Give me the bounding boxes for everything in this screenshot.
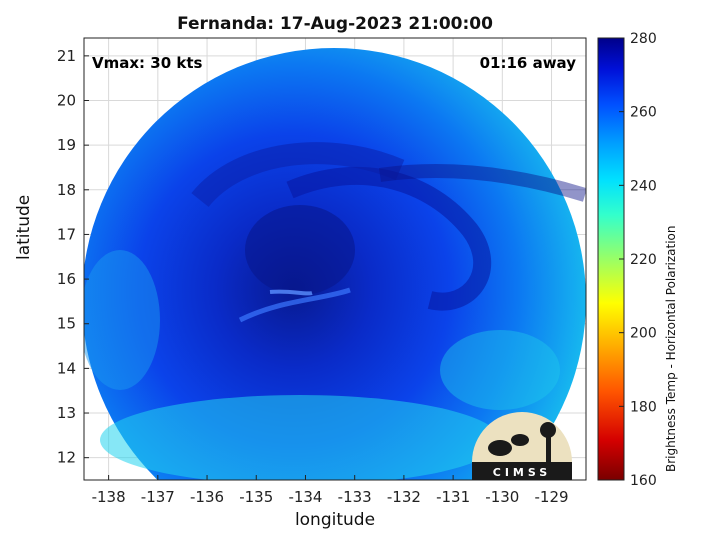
x-axis-label: longitude [294, 510, 376, 530]
x-tick-label: -133 [338, 488, 372, 506]
x-tick-label: -134 [288, 488, 322, 506]
colorbar-tick-label: 180 [630, 399, 657, 415]
y-tick-label: 13 [57, 404, 76, 422]
spiral-band [379, 164, 586, 202]
vmax-annotation: Vmax: 30 kts [92, 54, 202, 72]
spiral-band [286, 166, 492, 311]
x-tick-label: -138 [92, 488, 126, 506]
x-tick-label: -130 [485, 488, 519, 506]
logo-text: CIMSS [493, 466, 551, 479]
warm-region [440, 330, 560, 410]
y-tick-label: 17 [57, 225, 76, 243]
x-tick-label: -135 [239, 488, 273, 506]
colorbar-tick-label: 160 [630, 473, 657, 489]
storm-core [245, 205, 355, 295]
y-ticks: 21 20 19 18 17 16 15 14 13 12 [57, 47, 89, 467]
warm-region [100, 395, 500, 480]
axes-frame [83, 37, 587, 481]
eye-feature [238, 287, 351, 323]
x-tick-label: -132 [387, 488, 421, 506]
tower-icon [540, 422, 556, 438]
y-tick-label: 18 [57, 181, 76, 199]
x-tick-label: -131 [436, 488, 470, 506]
colorbar-ticks: 280 260 240 220 200 180 160 [619, 31, 657, 489]
y-tick-label: 12 [57, 449, 76, 467]
y-tick-label: 20 [57, 92, 76, 110]
y-tick-label: 15 [57, 315, 76, 333]
colorbar-tick-label: 200 [630, 326, 657, 342]
time-away-annotation: 01:16 away [480, 54, 577, 72]
x-tick-label: -129 [535, 488, 569, 506]
x-tick-label: -136 [190, 488, 224, 506]
colorbar-tick-label: 260 [630, 105, 657, 121]
plot-title: Fernanda: 17-Aug-2023 21:00:00 [177, 14, 493, 34]
colorbar-tick-label: 240 [630, 178, 657, 194]
x-ticks: -138 -137 -136 -135 -134 -133 -132 -131 -130 -129 [92, 475, 569, 506]
y-tick-label: 19 [57, 136, 76, 154]
eye-feature [269, 289, 313, 296]
y-tick-label: 14 [57, 359, 76, 377]
y-tick-label: 16 [57, 270, 76, 288]
colorbar-tick-label: 280 [630, 31, 657, 47]
x-tick-label: -137 [141, 488, 175, 506]
y-tick-label: 21 [57, 47, 76, 65]
dish-icon [488, 440, 512, 456]
dish-icon [511, 434, 529, 446]
spiral-band [191, 142, 405, 208]
colorbar-tick-label: 220 [630, 252, 657, 268]
cimss-logo: CIMSS [472, 412, 572, 480]
warm-region [84, 250, 160, 390]
satellite-swath [84, 48, 586, 480]
